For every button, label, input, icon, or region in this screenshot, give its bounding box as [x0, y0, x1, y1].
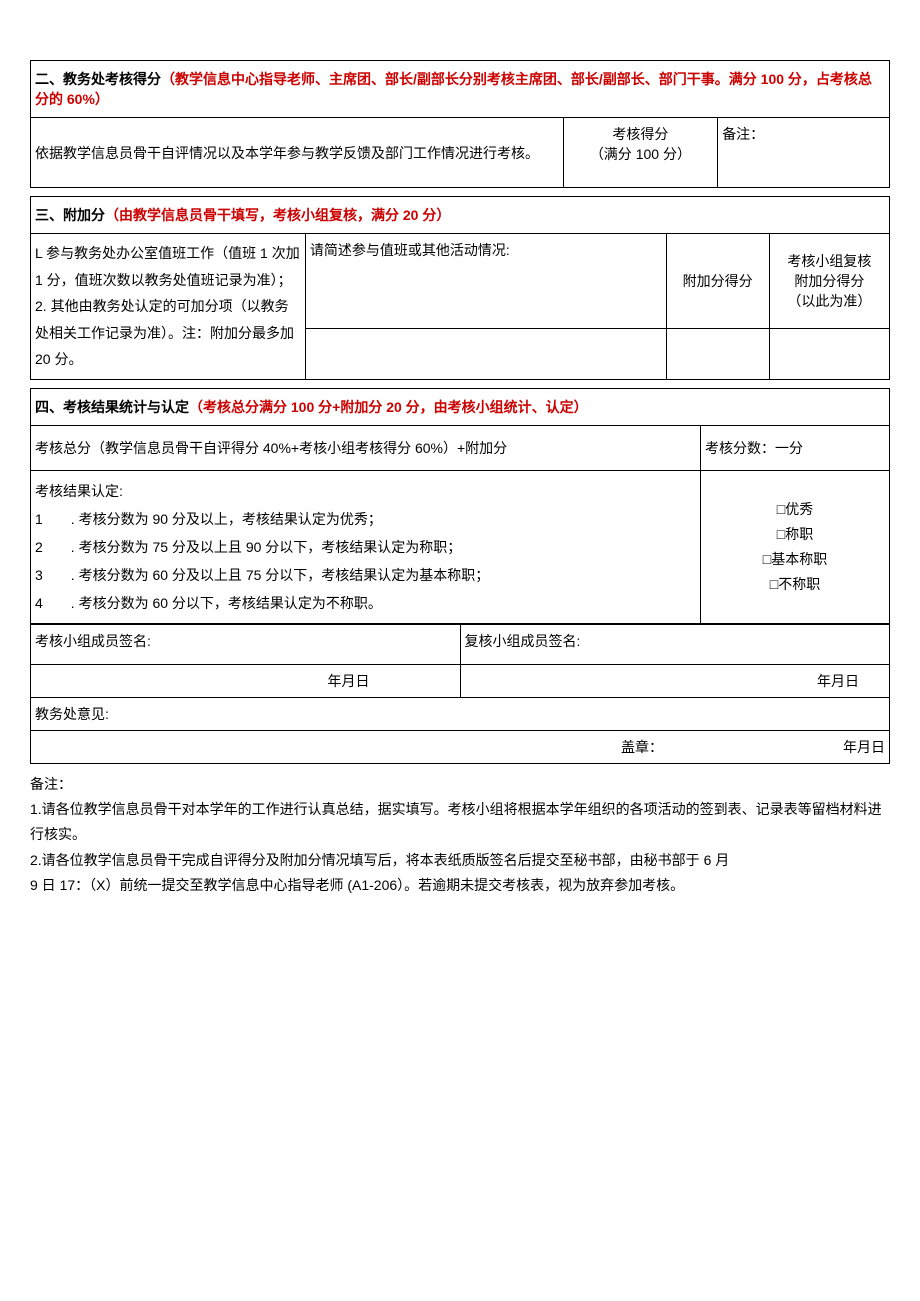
section2-table: 二、教务处考核得分（教学信息中心指导老师、主席团、部长/副部长分别考核主席团、部… — [30, 60, 890, 188]
stamp-date: 年月日 — [843, 739, 885, 755]
section2-score-cell: 考核得分 （满分 100 分） — [563, 118, 718, 188]
stamp-row: 盖章：年月日 — [31, 730, 890, 763]
opinion-label: 教务处意见: — [31, 697, 890, 730]
sig1-label: 考核小组成员签名: — [31, 624, 461, 664]
section2-header: 二、教务处考核得分（教学信息中心指导老师、主席团、部长/副部长分别考核主席团、部… — [31, 61, 890, 118]
footnote-title: 备注： — [30, 772, 890, 797]
section2-remark-label: 备注： — [722, 126, 764, 142]
footnote-n1: 1.请各位教学信息员骨干对本学年的工作进行认真总结，据实填写。考核小组将根据本学… — [30, 797, 890, 847]
section3-review-l3: （以此为准） — [774, 291, 885, 311]
section4-table: 四、考核结果统计与认定（考核总分满分 100 分+附加分 20 分，由考核小组统… — [30, 388, 890, 624]
section4-r3: 3. 考核分数为 60 分及以上且 75 分以下，考核结果认定为基本称职； — [35, 561, 696, 589]
chk-excellent: □优秀 — [705, 497, 885, 522]
section3-header: 三、附加分（由教学信息员骨干填写，考核小组复核，满分 20 分） — [31, 197, 890, 234]
section4-chk-cell: □优秀 □称职 □基本称职 □不称职 — [701, 470, 890, 623]
section4-header: 四、考核结果统计与认定（考核总分满分 100 分+附加分 20 分，由考核小组统… — [31, 388, 890, 425]
section4-total-desc: 考核总分（教学信息员骨干自评得分 40%+考核小组考核得分 60%）+附加分 — [31, 425, 701, 470]
footnote-n3: 9 日 17：（X）前统一提交至教学信息中心指导老师 (A1-206）。若逾期未… — [30, 873, 890, 898]
r1-num: 1 — [35, 511, 43, 527]
section3-header-red: （由教学信息员骨干填写，考核小组复核，满分 20 分） — [105, 207, 450, 223]
section3-blank2 — [666, 329, 769, 380]
section4-r1: 1. 考核分数为 90 分及以上，考核结果认定为优秀； — [35, 505, 696, 533]
section3-bonus-label: 附加分得分 — [666, 234, 769, 329]
section3-prompt: 请简述参与值班或其他活动情况: — [305, 234, 666, 329]
section2-header-red: （教学信息中心指导老师、主席团、部长/副部长分别考核主席团、部长/副部长、部门干… — [35, 71, 872, 107]
stamp-label: 盖章： — [621, 739, 843, 755]
section2-header-black: 二、教务处考核得分 — [35, 71, 161, 87]
sig2-date: 年月日 — [460, 664, 890, 697]
chk-incompetent: □不称职 — [705, 572, 885, 597]
section3-item1: L 参与教务处办公室值班工作（值班 1 次加 1 分，值班次数以教务处值班记录为… — [35, 240, 301, 293]
section3-header-black: 三、附加分 — [35, 207, 105, 223]
section3-item2: 2. 其他由教务处认定的可加分项（以教务处相关工作记录为准）。注：附加分最多加 … — [35, 293, 301, 373]
section4-header-red: （考核总分满分 100 分+附加分 20 分，由考核小组统计、认定） — [189, 399, 588, 415]
signature-table: 考核小组成员签名: 复核小组成员签名: 年月日 年月日 教务处意见: 盖章：年月… — [30, 624, 890, 764]
r4-num: 4 — [35, 595, 43, 611]
r2-txt: . 考核分数为 75 分及以上且 90 分以下，考核结果认定为称职； — [43, 533, 461, 561]
sig1-date: 年月日 — [31, 664, 461, 697]
section3-review-cell: 考核小组复核 附加分得分 （以此为准） — [769, 234, 889, 329]
section3-blank3 — [769, 329, 889, 380]
r3-num: 3 — [35, 567, 43, 583]
r3-txt: . 考核分数为 60 分及以上且 75 分以下，考核结果认定为基本称职； — [43, 561, 489, 589]
section4-header-black: 四、考核结果统计与认定 — [35, 399, 189, 415]
section2-score-full: （满分 100 分） — [568, 144, 714, 164]
section3-review-l2: 附加分得分 — [774, 271, 885, 291]
section4-r2: 2. 考核分数为 75 分及以上且 90 分以下，考核结果认定为称职； — [35, 533, 696, 561]
section3-blank1 — [305, 329, 666, 380]
r1-txt: . 考核分数为 90 分及以上，考核结果认定为优秀； — [43, 505, 382, 533]
section4-result-cell: 考核结果认定: 1. 考核分数为 90 分及以上，考核结果认定为优秀； 2. 考… — [31, 470, 701, 623]
section3-items: L 参与教务处办公室值班工作（值班 1 次加 1 分，值班次数以教务处值班记录为… — [31, 234, 306, 380]
r4-txt: . 考核分数为 60 分以下，考核结果认定为不称职。 — [43, 589, 382, 617]
date1-text: 年月日 — [328, 673, 430, 689]
r2-num: 2 — [35, 539, 43, 555]
section4-r4: 4. 考核分数为 60 分以下，考核结果认定为不称职。 — [35, 589, 696, 617]
section2-remark-cell: 备注： — [718, 118, 890, 188]
footnote-block: 备注： 1.请各位教学信息员骨干对本学年的工作进行认真总结，据实填写。考核小组将… — [30, 772, 890, 898]
date2-text: 年月日 — [817, 673, 859, 689]
section3-review-l1: 考核小组复核 — [774, 251, 885, 271]
sig2-label: 复核小组成员签名: — [460, 624, 890, 664]
section2-score-label: 考核得分 — [568, 124, 714, 144]
section4-result-title: 考核结果认定: — [35, 477, 696, 505]
section4-total-score: 考核分数：一分 — [701, 425, 890, 470]
chk-basic: □基本称职 — [705, 547, 885, 572]
chk-competent: □称职 — [705, 522, 885, 547]
footnote-n2: 2.请各位教学信息员骨干完成自评得分及附加分情况填写后，将本表纸质版签名后提交至… — [30, 848, 890, 873]
section3-table: 三、附加分（由教学信息员骨干填写，考核小组复核，满分 20 分） L 参与教务处… — [30, 196, 890, 380]
section2-desc: 依据教学信息员骨干自评情况以及本学年参与教学反馈及部门工作情况进行考核。 — [31, 118, 564, 188]
